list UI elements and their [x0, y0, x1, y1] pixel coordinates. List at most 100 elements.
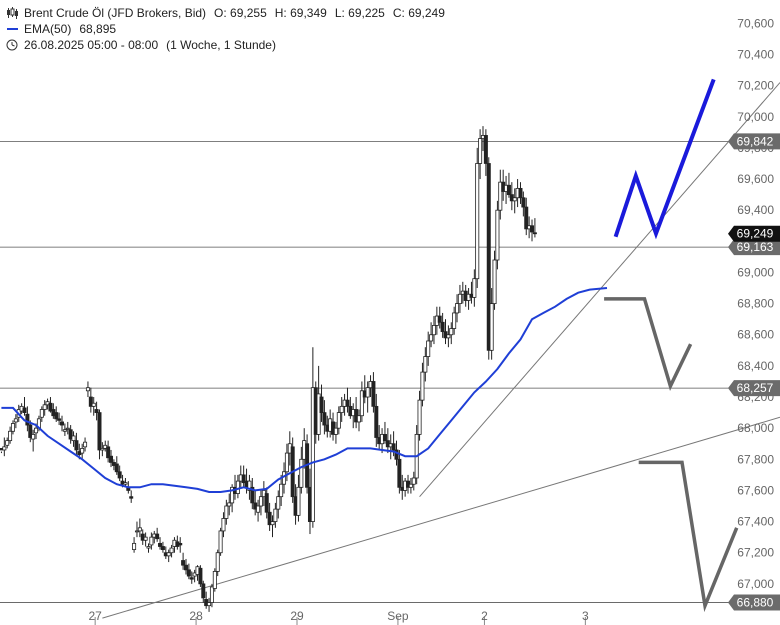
candle: [88, 387, 93, 413]
candle-body: [5, 440, 10, 446]
candle: [80, 443, 85, 460]
candle: [431, 316, 436, 345]
candle-body: [74, 440, 79, 451]
candle: [109, 449, 114, 468]
candle: [100, 442, 105, 457]
candle: [279, 474, 284, 507]
scenario-path-down: [638, 460, 739, 613]
candle: [420, 362, 425, 407]
candle-body: [417, 399, 422, 435]
candle: [207, 597, 212, 612]
candle: [94, 401, 99, 421]
candle: [472, 269, 477, 307]
candle-body: [169, 547, 174, 554]
candle-body: [137, 527, 142, 532]
candle: [5, 437, 10, 449]
candle-body: [83, 441, 88, 448]
candle-body: [117, 471, 122, 479]
candle-body: [426, 340, 431, 357]
candle-body: [178, 542, 183, 546]
x-tick-label: 27: [88, 609, 102, 623]
candle-body: [235, 480, 240, 494]
candle-body: [258, 496, 263, 507]
candle-body: [336, 412, 341, 429]
candle-body: [100, 448, 105, 451]
candle: [475, 147, 480, 289]
candle: [2, 437, 7, 457]
candle-body: [80, 448, 85, 454]
ema-name: EMA(50): [24, 22, 72, 36]
candle-body: [394, 449, 399, 460]
candle-body: [420, 371, 425, 401]
candle-body: [22, 407, 27, 413]
candle: [357, 409, 362, 432]
candle: [258, 490, 263, 516]
candle: [492, 250, 497, 310]
candle: [532, 218, 537, 238]
candle: [235, 474, 240, 499]
candle: [97, 409, 102, 460]
candle: [91, 397, 96, 416]
candle: [59, 415, 64, 432]
level-badge: 69,842: [728, 133, 780, 150]
candle: [359, 381, 364, 422]
candle: [498, 169, 503, 220]
candle-body: [498, 181, 503, 211]
candle-body: [106, 446, 111, 459]
candle: [186, 563, 191, 580]
candle-body: [472, 278, 477, 298]
last-price-badge-shape: [728, 225, 780, 242]
y-tick-label: 67,800: [737, 452, 774, 466]
candle: [247, 474, 252, 500]
candle-body: [189, 577, 194, 580]
scenario-arrows: [604, 78, 739, 613]
candle-body: [218, 530, 223, 554]
chart-legend: Brent Crude Öl (JFD Brokers, Bid) O: 69,…: [6, 5, 445, 53]
x-tick-label: 28: [189, 609, 203, 623]
candle-body: [212, 571, 217, 589]
candle: [129, 490, 134, 503]
y-tick-label: 68,800: [737, 297, 774, 311]
candle: [62, 423, 67, 436]
candle-body: [495, 209, 500, 261]
candle: [429, 322, 434, 348]
candle: [132, 537, 137, 553]
candle-body: [446, 334, 451, 339]
candle-body: [475, 163, 480, 280]
candle: [169, 544, 174, 558]
candle: [230, 484, 235, 513]
level-badge: 66,880: [728, 594, 780, 611]
candle-body: [215, 552, 220, 572]
candle-body: [181, 560, 186, 566]
legend-ema-row: EMA(50) 68,895: [6, 21, 445, 37]
candle: [455, 294, 460, 323]
candle-body: [250, 486, 255, 504]
candle-body: [512, 197, 517, 202]
candle: [426, 331, 431, 366]
level-badge-label: 66,880: [737, 596, 774, 610]
candle-body: [132, 542, 137, 551]
legend-period-row: 26.08.2025 05:00 - 08:00 (1 Woche, 1 Stu…: [6, 37, 445, 53]
candle: [146, 543, 151, 553]
candle: [382, 421, 387, 444]
candle: [65, 421, 70, 435]
candle-body: [59, 421, 64, 426]
candle: [521, 191, 526, 217]
x-axis: 27 28 29 Sep 2 3: [88, 609, 589, 625]
candle: [241, 465, 246, 488]
candle-body: [486, 163, 491, 351]
candle: [530, 219, 535, 242]
level-badge-shape: [728, 380, 780, 397]
candle-body: [411, 477, 416, 485]
candle-body: [457, 293, 462, 305]
level-badge-shape: [728, 239, 780, 256]
x-tick-label: 3: [582, 609, 589, 623]
candle-body: [224, 505, 229, 519]
candle: [512, 188, 517, 214]
x-tick-label: 29: [290, 609, 304, 623]
candle: [452, 306, 457, 335]
candle-body: [437, 315, 442, 323]
candle: [440, 312, 445, 338]
candle: [374, 393, 379, 447]
